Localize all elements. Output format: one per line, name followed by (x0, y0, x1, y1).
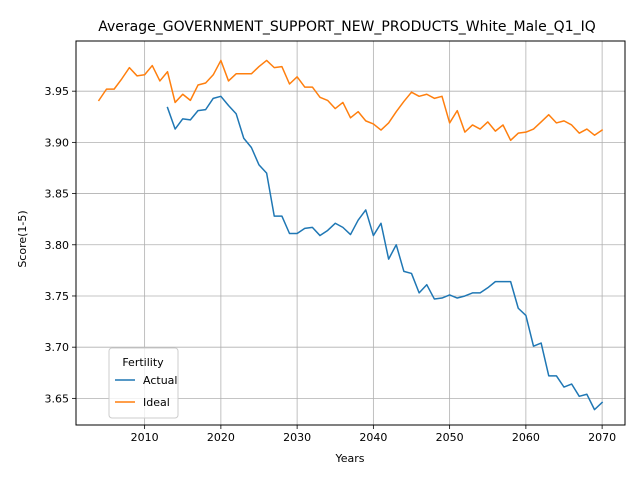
legend-label-ideal: Ideal (143, 396, 170, 409)
x-tick-label: 2040 (359, 431, 387, 444)
y-tick-label: 3.75 (45, 290, 70, 303)
y-tick-label: 3.65 (45, 392, 70, 405)
x-axis-ticks: 2010 2020 2030 2040 2050 2060 2070 (131, 425, 616, 444)
y-tick-label: 3.70 (45, 341, 70, 354)
legend-box (108, 347, 179, 419)
y-axis-ticks: 3.65 3.70 3.75 3.80 3.85 3.90 3.95 (45, 85, 76, 405)
y-tick-label: 3.80 (45, 239, 70, 252)
plot-frame (75, 40, 626, 426)
legend: Fertility Actual Ideal (108, 347, 179, 419)
chart-title: Average_GOVERNMENT_SUPPORT_NEW_PRODUCTS_… (98, 19, 596, 35)
y-tick-label: 3.85 (45, 188, 70, 201)
legend-label-actual: Actual (143, 374, 177, 387)
grid (76, 41, 625, 425)
y-tick-label: 3.95 (45, 85, 70, 98)
x-tick-label: 2050 (436, 431, 464, 444)
x-axis-label: Years (334, 452, 364, 465)
y-tick-label: 3.90 (45, 136, 70, 149)
y-axis-label: Score(1-5) (16, 210, 29, 267)
x-tick-label: 2020 (207, 431, 235, 444)
x-tick-label: 2030 (283, 431, 311, 444)
series-line-ideal (97, 59, 604, 142)
series-line-actual (166, 95, 604, 411)
series-lines (97, 59, 604, 411)
x-tick-label: 2010 (131, 431, 159, 444)
x-tick-label: 2070 (588, 431, 616, 444)
legend-title: Fertility (122, 356, 164, 369)
x-tick-label: 2060 (512, 431, 540, 444)
